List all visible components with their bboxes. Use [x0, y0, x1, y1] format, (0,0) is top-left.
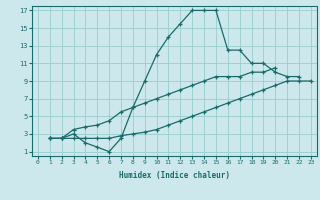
X-axis label: Humidex (Indice chaleur): Humidex (Indice chaleur) — [119, 171, 230, 180]
